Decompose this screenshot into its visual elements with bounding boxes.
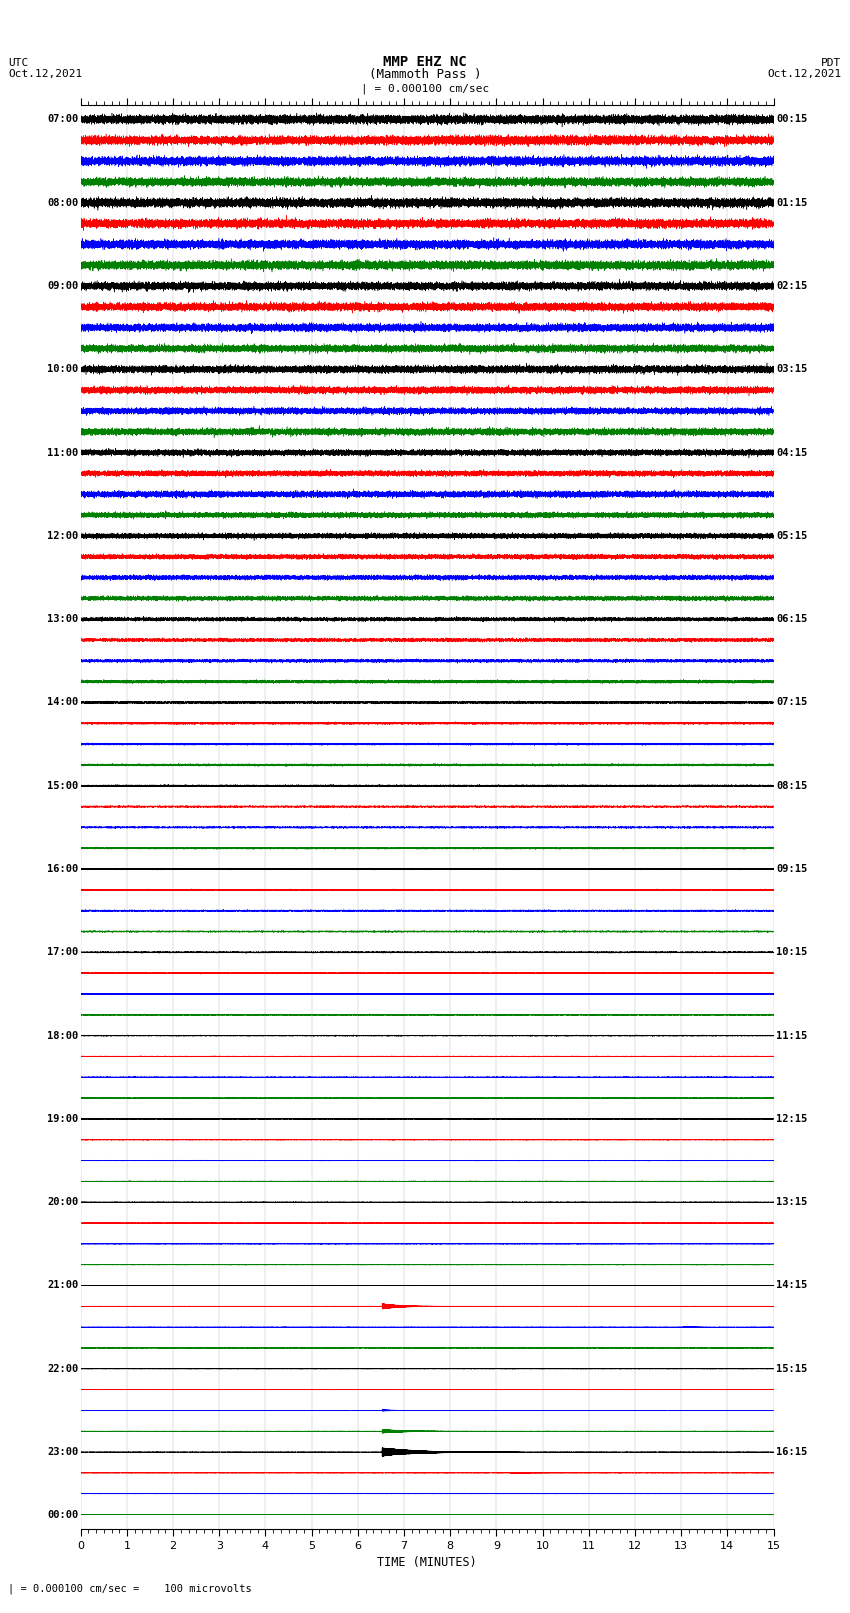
Text: 07:00: 07:00 xyxy=(47,115,78,124)
Text: 08:15: 08:15 xyxy=(776,781,808,790)
Text: 12:00: 12:00 xyxy=(47,531,78,540)
Text: 13:15: 13:15 xyxy=(776,1197,808,1207)
Text: 15:15: 15:15 xyxy=(776,1363,808,1374)
Text: | = 0.000100 cm/sec =    100 microvolts: | = 0.000100 cm/sec = 100 microvolts xyxy=(8,1582,252,1594)
Text: 08:00: 08:00 xyxy=(47,198,78,208)
Text: 07:15: 07:15 xyxy=(776,697,808,708)
Text: 22:00: 22:00 xyxy=(47,1363,78,1374)
Text: UTC: UTC xyxy=(8,58,29,68)
Text: PDT: PDT xyxy=(821,58,842,68)
Text: | = 0.000100 cm/sec: | = 0.000100 cm/sec xyxy=(361,82,489,94)
Text: 16:00: 16:00 xyxy=(47,865,78,874)
Text: 19:00: 19:00 xyxy=(47,1115,78,1124)
Text: (Mammoth Pass ): (Mammoth Pass ) xyxy=(369,68,481,81)
Text: 09:15: 09:15 xyxy=(776,865,808,874)
Text: 15:00: 15:00 xyxy=(47,781,78,790)
Text: 01:15: 01:15 xyxy=(776,198,808,208)
Text: 10:15: 10:15 xyxy=(776,947,808,958)
Text: 23:00: 23:00 xyxy=(47,1447,78,1457)
Text: 00:15: 00:15 xyxy=(776,115,808,124)
Text: MMP EHZ NC: MMP EHZ NC xyxy=(383,55,467,69)
Text: 06:15: 06:15 xyxy=(776,615,808,624)
Text: Oct.12,2021: Oct.12,2021 xyxy=(8,69,82,79)
Text: 11:00: 11:00 xyxy=(47,447,78,458)
Text: 14:15: 14:15 xyxy=(776,1281,808,1290)
Text: 21:00: 21:00 xyxy=(47,1281,78,1290)
Text: 13:00: 13:00 xyxy=(47,615,78,624)
Text: 02:15: 02:15 xyxy=(776,281,808,290)
Text: 10:00: 10:00 xyxy=(47,365,78,374)
Text: 09:00: 09:00 xyxy=(47,281,78,290)
Text: Oct.12,2021: Oct.12,2021 xyxy=(768,69,842,79)
Text: 14:00: 14:00 xyxy=(47,697,78,708)
Text: 11:15: 11:15 xyxy=(776,1031,808,1040)
Text: 03:15: 03:15 xyxy=(776,365,808,374)
Text: 04:15: 04:15 xyxy=(776,447,808,458)
Text: 00:00: 00:00 xyxy=(47,1510,78,1519)
Text: 17:00: 17:00 xyxy=(47,947,78,958)
X-axis label: TIME (MINUTES): TIME (MINUTES) xyxy=(377,1557,477,1569)
Text: 20:00: 20:00 xyxy=(47,1197,78,1207)
Text: 18:00: 18:00 xyxy=(47,1031,78,1040)
Text: 12:15: 12:15 xyxy=(776,1115,808,1124)
Text: 16:15: 16:15 xyxy=(776,1447,808,1457)
Text: 05:15: 05:15 xyxy=(776,531,808,540)
